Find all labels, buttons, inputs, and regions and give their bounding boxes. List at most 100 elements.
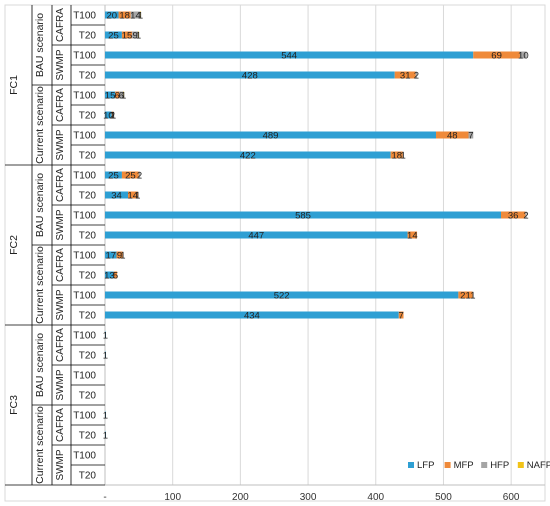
data-label-nafp: 1	[138, 11, 143, 22]
data-label-lfp: 34	[111, 191, 122, 202]
legend: LFP MFP HFP NAFP	[408, 460, 550, 471]
bar-hfp-13	[122, 251, 124, 259]
row-label-t20: T20	[79, 471, 97, 482]
plan-label-swmp: SWMP	[55, 209, 66, 240]
bar-mfp-10	[128, 191, 138, 199]
bar-mfp-5	[115, 91, 120, 99]
x-tick-label: 500	[435, 492, 452, 503]
scenario-label-current-scenario: Current scenario	[34, 86, 46, 164]
data-label-lfp: 1	[103, 351, 108, 362]
x-tick-label: 600	[503, 492, 520, 503]
bar-mfp-1	[118, 11, 131, 19]
bar-mfp-6	[111, 111, 114, 119]
bars	[105, 11, 527, 439]
x-tick-label: 200	[232, 492, 249, 503]
bar-nafp-1	[140, 11, 141, 19]
bar-mfp-12	[407, 231, 418, 239]
plan-label-swmp: SWMP	[55, 449, 66, 480]
row-label-t20: T20	[79, 31, 97, 42]
bar-hfp-7	[468, 131, 474, 139]
row-label-t20: T20	[79, 231, 97, 242]
legend-swatch-mfp	[444, 462, 451, 468]
data-label-mfp: 69	[491, 51, 502, 62]
bar-nafp-5	[123, 91, 125, 99]
row-label-t100: T100	[73, 251, 96, 262]
data-label-lfp: 25	[108, 31, 119, 42]
data-label-lfp: 17	[105, 251, 116, 262]
data-label-mfp: 21	[460, 291, 471, 302]
row-label-t100: T100	[73, 171, 96, 182]
plan-label-cafra: CAFRA	[55, 88, 66, 122]
bar-hfp-6	[113, 111, 114, 119]
data-label-lfp: 434	[244, 311, 260, 322]
data-label-hfp: 1	[401, 151, 406, 162]
data-label-mfp: 25	[125, 171, 136, 182]
gridlines	[172, 5, 512, 485]
data-label-nafp: 1	[136, 31, 141, 42]
row-label-t20: T20	[79, 111, 97, 122]
data-label-hfp: 7	[468, 131, 473, 142]
data-label-hfp: 2	[137, 171, 142, 182]
bar-lfp-8	[105, 151, 391, 159]
bar-lfp-1	[105, 11, 119, 19]
row-label-t20: T20	[79, 71, 97, 82]
legend-label-hfp: HFP	[490, 460, 509, 471]
plan-label-cafra: CAFRA	[55, 8, 66, 42]
legend-label-lfp: LFP	[417, 460, 434, 471]
bar-lfp-17	[105, 331, 106, 339]
bar-lfp-7	[105, 131, 437, 139]
data-label-mfp: 36	[508, 211, 519, 222]
scenario-label-bau-scenario: BAU scenario	[34, 13, 46, 77]
bar-lfp-13	[105, 251, 117, 259]
bar-mfp-15	[458, 291, 473, 299]
row-label-t100: T100	[73, 91, 96, 102]
data-label-lfp: 25	[108, 171, 119, 182]
row-label-t100: T100	[73, 411, 96, 422]
row-label-t100: T100	[73, 131, 96, 142]
data-label-hfp: 6	[119, 91, 124, 102]
data-label-mfp: 48	[447, 131, 458, 142]
legend-swatch-hfp	[481, 462, 488, 468]
bar-lfp-3	[105, 51, 474, 59]
bar-mfp-4	[394, 71, 416, 79]
row-label-t20: T20	[79, 391, 97, 402]
row-label-t100: T100	[73, 51, 96, 62]
data-label-hfp: 14	[130, 11, 141, 22]
row-label-t100: T100	[73, 331, 96, 342]
bar-hfp-9	[138, 171, 141, 179]
scenario-label-current-scenario: Current scenario	[34, 246, 46, 324]
data-label-lfp: 1	[103, 431, 108, 442]
data-label-hfp: 9	[132, 31, 137, 42]
bar-hfp-10	[137, 191, 139, 199]
bar-mfp-13	[116, 251, 123, 259]
scenario-label-current-scenario: Current scenario	[34, 406, 46, 484]
data-label-hfp: 2	[414, 71, 419, 82]
bar-mfp-16	[398, 311, 404, 319]
bar-lfp-16	[105, 311, 399, 319]
bar-mfp-2	[121, 31, 133, 39]
plan-label-swmp: SWMP	[55, 129, 66, 160]
data-label-hfp: 1	[470, 291, 475, 302]
row-label-t20: T20	[79, 191, 97, 202]
bar-lfp-14	[105, 271, 114, 279]
row-label-t20: T20	[79, 151, 97, 162]
data-label-hfp: 1	[120, 251, 125, 262]
data-label-lfp: 15	[105, 91, 116, 102]
bar-hfp-2	[132, 31, 139, 39]
row-label-t100: T100	[73, 211, 96, 222]
x-tick-label: 100	[164, 492, 181, 503]
data-label-mfp: 15	[122, 31, 133, 42]
row-label-t20: T20	[79, 311, 97, 322]
group-label-fc1: FC1	[8, 75, 20, 95]
data-label-lfp: 1	[103, 331, 108, 342]
data-label-mfp: 9	[117, 251, 122, 262]
bar-mfp-8	[390, 151, 403, 159]
row-label-t20: T20	[79, 431, 97, 442]
data-label-lfp: 13	[104, 271, 115, 282]
bar-hfp-8	[402, 151, 404, 159]
bar-lfp-10	[105, 191, 129, 199]
group-label-fc2: FC2	[8, 235, 20, 255]
bar-mfp-3	[473, 51, 520, 59]
data-label-mfp: 6	[115, 91, 120, 102]
